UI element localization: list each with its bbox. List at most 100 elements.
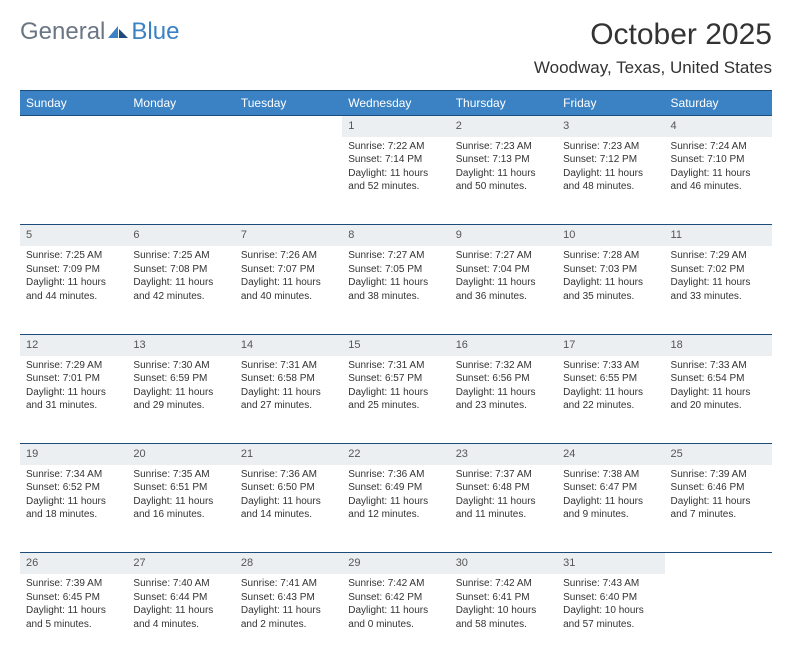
day-detail-text: Sunrise: 7:26 AMSunset: 7:07 PMDaylight:…	[241, 249, 336, 303]
day-detail-cell: Sunrise: 7:33 AMSunset: 6:54 PMDaylight:…	[665, 356, 772, 444]
day-number-row: 1234	[20, 116, 772, 137]
day-detail-text: Sunrise: 7:42 AMSunset: 6:41 PMDaylight:…	[456, 577, 551, 631]
day-detail-cell: Sunrise: 7:42 AMSunset: 6:41 PMDaylight:…	[450, 574, 557, 662]
weekday-header: Wednesday	[342, 91, 449, 116]
day-detail-cell	[235, 137, 342, 225]
day-detail-cell: Sunrise: 7:43 AMSunset: 6:40 PMDaylight:…	[557, 574, 664, 662]
day-detail-row: Sunrise: 7:29 AMSunset: 7:01 PMDaylight:…	[20, 356, 772, 444]
day-detail-cell: Sunrise: 7:42 AMSunset: 6:42 PMDaylight:…	[342, 574, 449, 662]
day-detail-cell	[127, 137, 234, 225]
day-number-cell: 26	[20, 553, 127, 574]
day-number-cell: 24	[557, 444, 664, 465]
day-number-cell: 29	[342, 553, 449, 574]
day-detail-text: Sunrise: 7:37 AMSunset: 6:48 PMDaylight:…	[456, 468, 551, 522]
day-detail-cell: Sunrise: 7:29 AMSunset: 7:02 PMDaylight:…	[665, 246, 772, 334]
day-detail-cell: Sunrise: 7:31 AMSunset: 6:58 PMDaylight:…	[235, 356, 342, 444]
day-detail-text: Sunrise: 7:23 AMSunset: 7:12 PMDaylight:…	[563, 140, 658, 194]
day-number-cell: 9	[450, 225, 557, 246]
day-number-cell: 16	[450, 334, 557, 355]
header: General Blue October 2025 Woodway, Texas…	[20, 18, 772, 78]
day-detail-cell: Sunrise: 7:23 AMSunset: 7:13 PMDaylight:…	[450, 137, 557, 225]
day-detail-cell: Sunrise: 7:37 AMSunset: 6:48 PMDaylight:…	[450, 465, 557, 553]
day-number-row: 262728293031	[20, 553, 772, 574]
day-detail-cell: Sunrise: 7:39 AMSunset: 6:45 PMDaylight:…	[20, 574, 127, 662]
day-detail-cell: Sunrise: 7:38 AMSunset: 6:47 PMDaylight:…	[557, 465, 664, 553]
day-detail-text: Sunrise: 7:30 AMSunset: 6:59 PMDaylight:…	[133, 359, 228, 413]
weekday-header-row: Sunday Monday Tuesday Wednesday Thursday…	[20, 91, 772, 116]
day-number-cell: 15	[342, 334, 449, 355]
day-detail-cell: Sunrise: 7:31 AMSunset: 6:57 PMDaylight:…	[342, 356, 449, 444]
weekday-header: Monday	[127, 91, 234, 116]
day-number-cell: 1	[342, 116, 449, 137]
day-detail-text: Sunrise: 7:25 AMSunset: 7:08 PMDaylight:…	[133, 249, 228, 303]
day-detail-text: Sunrise: 7:39 AMSunset: 6:46 PMDaylight:…	[671, 468, 766, 522]
day-detail-text: Sunrise: 7:43 AMSunset: 6:40 PMDaylight:…	[563, 577, 658, 631]
weekday-header: Tuesday	[235, 91, 342, 116]
day-detail-cell: Sunrise: 7:27 AMSunset: 7:04 PMDaylight:…	[450, 246, 557, 334]
day-detail-text: Sunrise: 7:23 AMSunset: 7:13 PMDaylight:…	[456, 140, 551, 194]
day-detail-cell: Sunrise: 7:39 AMSunset: 6:46 PMDaylight:…	[665, 465, 772, 553]
day-detail-text: Sunrise: 7:35 AMSunset: 6:51 PMDaylight:…	[133, 468, 228, 522]
calendar-table: Sunday Monday Tuesday Wednesday Thursday…	[20, 90, 772, 662]
day-detail-cell: Sunrise: 7:25 AMSunset: 7:08 PMDaylight:…	[127, 246, 234, 334]
day-detail-text: Sunrise: 7:24 AMSunset: 7:10 PMDaylight:…	[671, 140, 766, 194]
day-detail-cell: Sunrise: 7:30 AMSunset: 6:59 PMDaylight:…	[127, 356, 234, 444]
day-detail-cell	[665, 574, 772, 662]
day-detail-row: Sunrise: 7:22 AMSunset: 7:14 PMDaylight:…	[20, 137, 772, 225]
day-detail-text: Sunrise: 7:40 AMSunset: 6:44 PMDaylight:…	[133, 577, 228, 631]
day-detail-text: Sunrise: 7:22 AMSunset: 7:14 PMDaylight:…	[348, 140, 443, 194]
day-number-cell: 23	[450, 444, 557, 465]
logo: General Blue	[20, 18, 179, 46]
day-detail-row: Sunrise: 7:34 AMSunset: 6:52 PMDaylight:…	[20, 465, 772, 553]
day-number-cell: 17	[557, 334, 664, 355]
day-detail-text: Sunrise: 7:34 AMSunset: 6:52 PMDaylight:…	[26, 468, 121, 522]
day-detail-cell: Sunrise: 7:40 AMSunset: 6:44 PMDaylight:…	[127, 574, 234, 662]
day-number-cell: 8	[342, 225, 449, 246]
month-title: October 2025	[534, 18, 772, 52]
day-number-cell: 21	[235, 444, 342, 465]
day-detail-text: Sunrise: 7:33 AMSunset: 6:55 PMDaylight:…	[563, 359, 658, 413]
day-detail-cell: Sunrise: 7:32 AMSunset: 6:56 PMDaylight:…	[450, 356, 557, 444]
day-detail-text: Sunrise: 7:36 AMSunset: 6:49 PMDaylight:…	[348, 468, 443, 522]
day-detail-cell: Sunrise: 7:23 AMSunset: 7:12 PMDaylight:…	[557, 137, 664, 225]
day-detail-cell: Sunrise: 7:22 AMSunset: 7:14 PMDaylight:…	[342, 137, 449, 225]
day-number-cell: 27	[127, 553, 234, 574]
day-detail-text: Sunrise: 7:32 AMSunset: 6:56 PMDaylight:…	[456, 359, 551, 413]
day-detail-text: Sunrise: 7:42 AMSunset: 6:42 PMDaylight:…	[348, 577, 443, 631]
day-number-row: 567891011	[20, 225, 772, 246]
day-detail-text: Sunrise: 7:39 AMSunset: 6:45 PMDaylight:…	[26, 577, 121, 631]
calendar-body: 1234 Sunrise: 7:22 AMSunset: 7:14 PMDayli…	[20, 116, 772, 662]
day-number-cell: 30	[450, 553, 557, 574]
day-detail-text: Sunrise: 7:29 AMSunset: 7:02 PMDaylight:…	[671, 249, 766, 303]
day-number-cell: 20	[127, 444, 234, 465]
day-number-cell: 12	[20, 334, 127, 355]
day-detail-cell: Sunrise: 7:36 AMSunset: 6:49 PMDaylight:…	[342, 465, 449, 553]
day-detail-cell: Sunrise: 7:27 AMSunset: 7:05 PMDaylight:…	[342, 246, 449, 334]
logo-sail-icon	[107, 25, 129, 39]
day-detail-cell: Sunrise: 7:26 AMSunset: 7:07 PMDaylight:…	[235, 246, 342, 334]
location: Woodway, Texas, United States	[534, 58, 772, 78]
day-number-row: 19202122232425	[20, 444, 772, 465]
day-detail-row: Sunrise: 7:25 AMSunset: 7:09 PMDaylight:…	[20, 246, 772, 334]
day-number-cell: 6	[127, 225, 234, 246]
day-detail-text: Sunrise: 7:28 AMSunset: 7:03 PMDaylight:…	[563, 249, 658, 303]
day-detail-text: Sunrise: 7:27 AMSunset: 7:04 PMDaylight:…	[456, 249, 551, 303]
logo-text-general: General	[20, 18, 105, 46]
day-detail-text: Sunrise: 7:29 AMSunset: 7:01 PMDaylight:…	[26, 359, 121, 413]
day-number-cell: 14	[235, 334, 342, 355]
day-detail-cell: Sunrise: 7:25 AMSunset: 7:09 PMDaylight:…	[20, 246, 127, 334]
day-number-cell: 19	[20, 444, 127, 465]
day-detail-row: Sunrise: 7:39 AMSunset: 6:45 PMDaylight:…	[20, 574, 772, 662]
day-detail-cell: Sunrise: 7:34 AMSunset: 6:52 PMDaylight:…	[20, 465, 127, 553]
day-detail-text: Sunrise: 7:36 AMSunset: 6:50 PMDaylight:…	[241, 468, 336, 522]
day-number-cell: 13	[127, 334, 234, 355]
day-detail-text: Sunrise: 7:27 AMSunset: 7:05 PMDaylight:…	[348, 249, 443, 303]
day-detail-text: Sunrise: 7:38 AMSunset: 6:47 PMDaylight:…	[563, 468, 658, 522]
day-detail-text: Sunrise: 7:41 AMSunset: 6:43 PMDaylight:…	[241, 577, 336, 631]
day-number-cell: 10	[557, 225, 664, 246]
day-detail-text: Sunrise: 7:33 AMSunset: 6:54 PMDaylight:…	[671, 359, 766, 413]
day-number-cell	[235, 116, 342, 137]
day-number-cell: 3	[557, 116, 664, 137]
logo-text-blue: Blue	[131, 18, 179, 46]
day-number-row: 12131415161718	[20, 334, 772, 355]
